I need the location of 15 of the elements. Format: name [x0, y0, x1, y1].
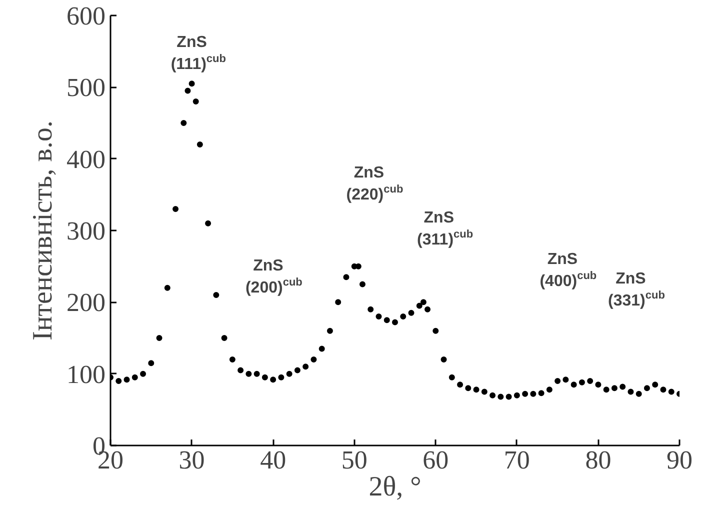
y-axis-title: Інтенсивність, в.о. [28, 120, 58, 341]
x-tick-label: 70 [504, 446, 530, 474]
x-tick-label: 30 [178, 446, 205, 474]
y-tick-label: 100 [66, 360, 106, 389]
x-axis-title: 2θ, ° [368, 472, 422, 502]
x-tick-label: 40 [260, 446, 286, 474]
y-tick-label: 300 [66, 216, 106, 246]
x-tick-label: 80 [585, 446, 612, 474]
x-tick-label: 50 [341, 446, 368, 474]
y-tick-label: 600 [66, 2, 106, 30]
x-tick-label: 90 [666, 446, 692, 474]
y-tick-label: 500 [66, 73, 106, 102]
x-tick-label: 60 [422, 446, 449, 474]
y-tick-label: 200 [66, 288, 106, 318]
y-tick-label: 400 [66, 144, 106, 174]
